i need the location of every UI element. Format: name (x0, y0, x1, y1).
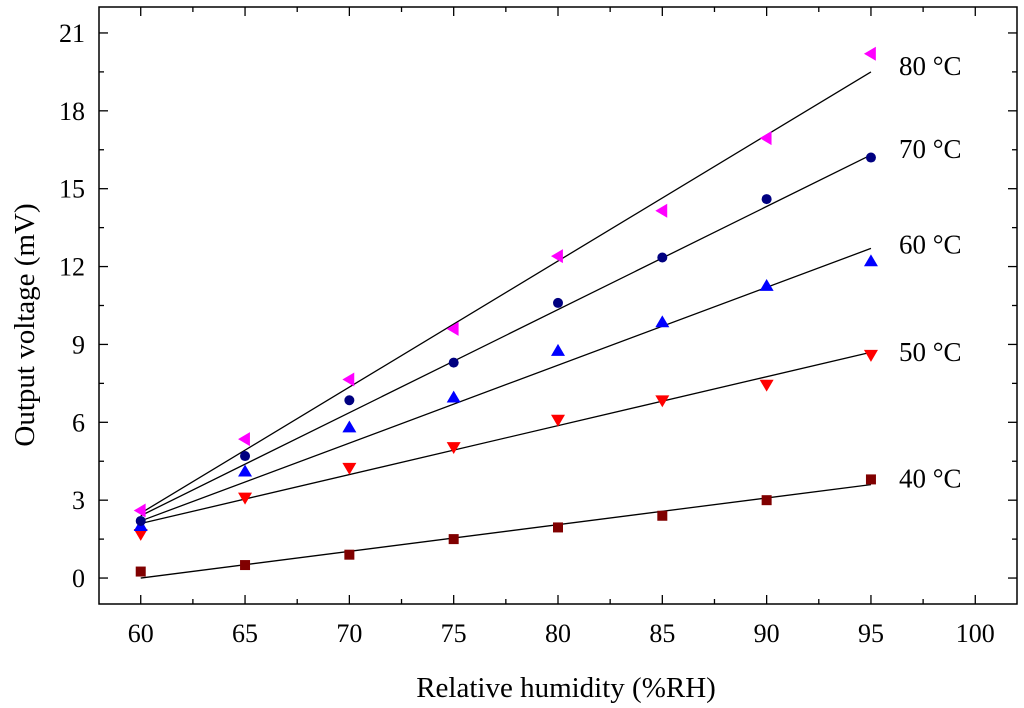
y-tick-label: 15 (59, 175, 85, 204)
fit-line (140, 71, 872, 514)
fit-line (140, 351, 872, 525)
fit-line (140, 154, 872, 517)
y-tick-label: 6 (72, 408, 85, 437)
data-point (865, 152, 876, 163)
data-point (863, 349, 878, 362)
data-point (655, 203, 668, 218)
data-point (240, 560, 251, 571)
series-label: 40 °C (899, 464, 962, 494)
data-point (238, 492, 253, 505)
y-tick-label: 0 (72, 564, 85, 593)
data-point (553, 297, 563, 308)
y-axis-title: Output voltage (mV) (9, 203, 41, 446)
series-label: 80 °C (899, 51, 962, 81)
series-label: 70 °C (899, 134, 962, 164)
data-point (342, 462, 357, 475)
data-point (446, 321, 459, 336)
data-point (135, 515, 146, 526)
data-point (446, 442, 461, 454)
axes: 60 65 70 75 80 85 90 95 100 0 3 6 9 12 15 18 21 (59, 6, 1018, 648)
data-point (448, 357, 459, 368)
y-tick-label: 12 (59, 253, 85, 282)
data-point (657, 252, 668, 263)
y-tick-label: 9 (72, 330, 85, 359)
data-point (761, 194, 772, 205)
data-point (240, 451, 251, 462)
data-point (446, 390, 461, 403)
data-points (133, 46, 878, 577)
data-point (342, 420, 357, 433)
data-point (863, 46, 876, 61)
y-tick-label: 18 (59, 97, 85, 126)
x-tick-label: 100 (956, 619, 995, 648)
data-point (551, 249, 563, 264)
x-tick-label: 90 (754, 619, 780, 648)
data-point (238, 432, 250, 447)
y-tick-label: 21 (59, 19, 85, 48)
data-point (133, 503, 146, 518)
series-label: 60 °C (899, 229, 962, 259)
data-point (759, 279, 774, 291)
data-point (551, 414, 565, 427)
x-tick-label: 65 (232, 619, 258, 648)
data-point (344, 395, 355, 406)
x-tick-label: 60 (128, 619, 154, 648)
data-point (133, 529, 148, 541)
data-point (448, 534, 459, 545)
data-point (553, 522, 563, 533)
fit-line (140, 247, 872, 522)
fit-line (140, 483, 872, 579)
x-tick-label: 80 (545, 619, 571, 648)
data-point (761, 495, 772, 506)
x-tick-label: 95 (858, 619, 884, 648)
data-point (865, 474, 876, 485)
x-tick-label: 85 (649, 619, 675, 648)
fit-lines (140, 71, 872, 579)
data-point (551, 343, 565, 356)
data-point (655, 315, 670, 328)
series-labels: 40 °C 50 °C 60 °C 70 °C 80 °C (899, 51, 962, 494)
series-label: 50 °C (899, 337, 962, 367)
x-tick-label: 75 (441, 619, 467, 648)
data-point (342, 372, 355, 387)
y-tick-label: 3 (72, 486, 85, 515)
data-point (238, 464, 253, 477)
data-point (655, 395, 670, 408)
data-point (344, 549, 355, 560)
data-point (863, 254, 878, 267)
data-point (759, 131, 772, 146)
data-point (657, 510, 668, 521)
data-point (759, 379, 774, 392)
x-tick-label: 70 (336, 619, 362, 648)
data-point (135, 566, 146, 577)
x-axis-title: Relative humidity (%RH) (416, 672, 716, 704)
